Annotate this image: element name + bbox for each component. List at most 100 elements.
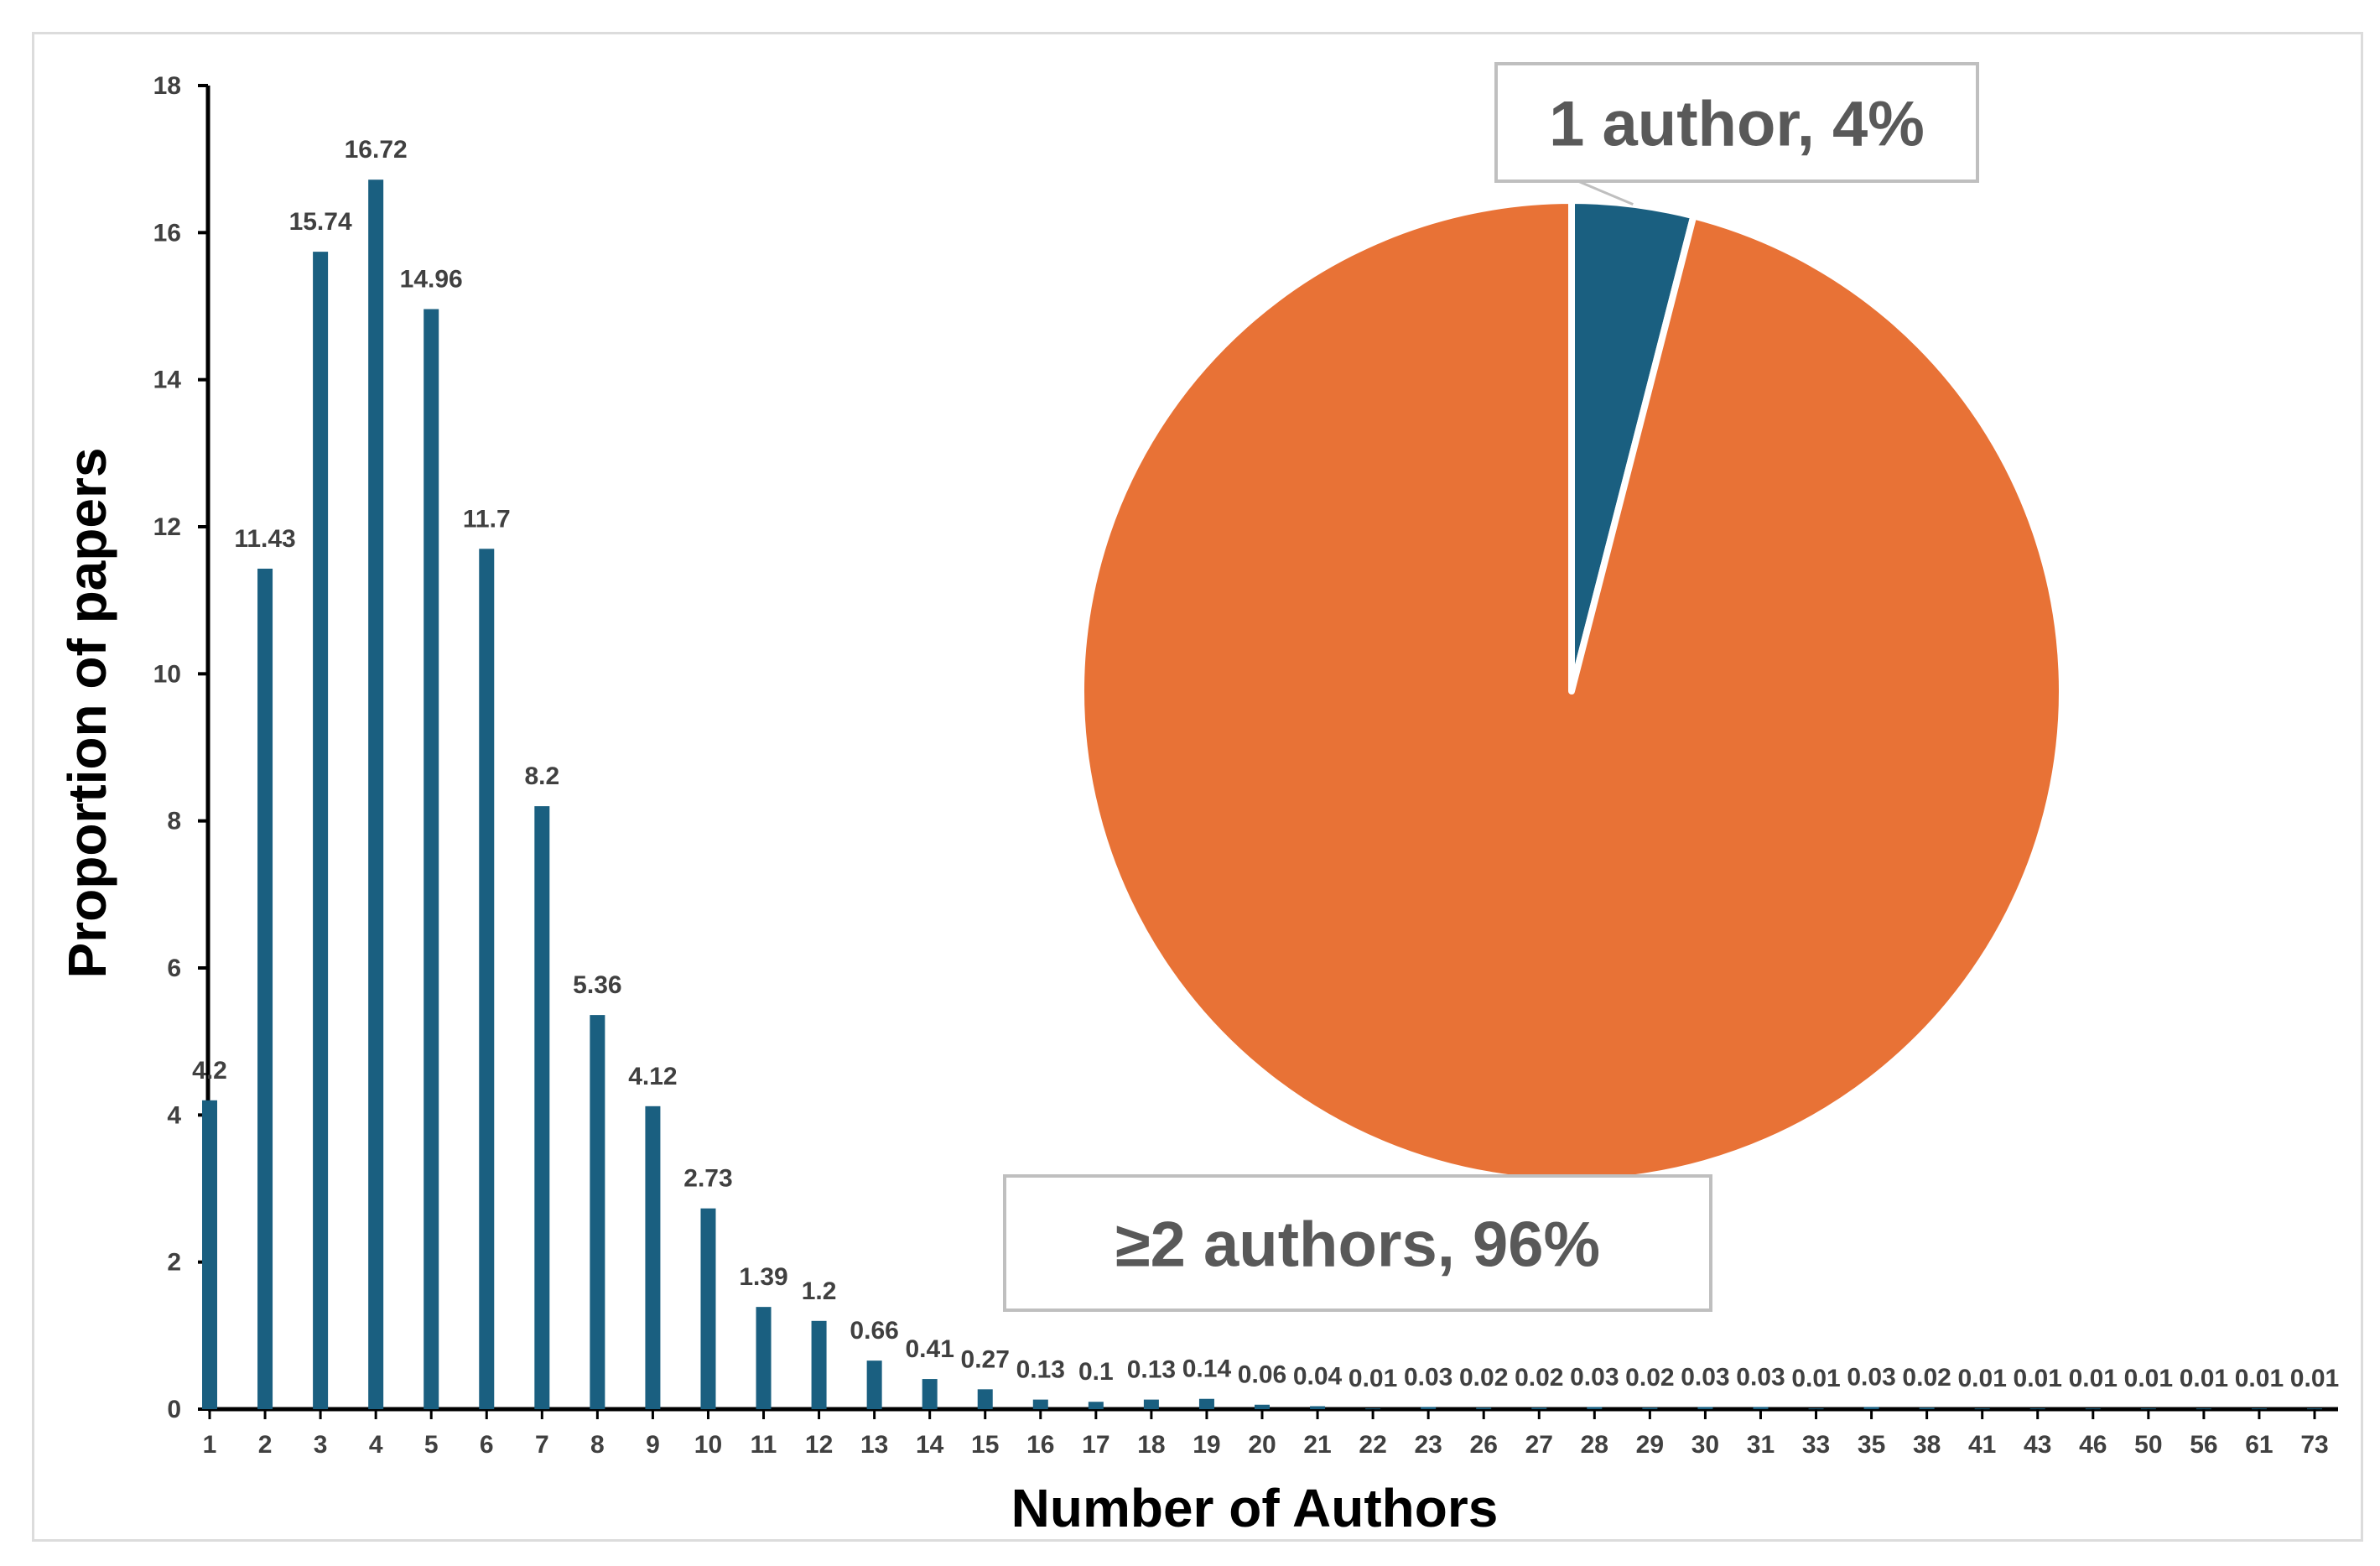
callout-box xyxy=(1494,62,1979,183)
x-tick-label: 30 xyxy=(1691,1431,1719,1459)
x-tick-label: 14 xyxy=(916,1431,944,1459)
data-label: 0.13 xyxy=(1016,1356,1065,1384)
figure-frame xyxy=(32,32,2363,1542)
bar xyxy=(645,1106,661,1409)
data-label: 1.39 xyxy=(739,1263,787,1291)
bar xyxy=(534,806,550,1409)
bar xyxy=(368,179,384,1409)
data-label: 4.12 xyxy=(628,1063,677,1090)
bar xyxy=(1143,1399,1159,1409)
bar xyxy=(2029,1408,2045,1410)
callout-leader xyxy=(1577,179,1634,206)
bar xyxy=(1642,1407,1658,1409)
x-tick-label: 17 xyxy=(1082,1431,1109,1459)
data-label: 0.01 xyxy=(2124,1365,2173,1392)
x-tick-label: 28 xyxy=(1581,1431,1608,1459)
bar xyxy=(1808,1408,1824,1410)
y-axis-title: Proportion of papers xyxy=(57,448,117,979)
data-label: 0.01 xyxy=(2069,1365,2118,1392)
x-tick-label: 38 xyxy=(1913,1431,1941,1459)
bar xyxy=(202,1100,217,1409)
data-label: 0.02 xyxy=(1902,1364,1951,1392)
bar xyxy=(1863,1407,1879,1409)
bar xyxy=(1421,1407,1437,1409)
data-label: 0.03 xyxy=(1736,1363,1785,1391)
x-tick-label: 22 xyxy=(1359,1431,1386,1459)
data-label: 16.72 xyxy=(345,136,408,164)
data-label: 8.2 xyxy=(524,762,559,790)
data-label: 0.01 xyxy=(1957,1365,2006,1392)
bar xyxy=(2196,1408,2211,1410)
x-tick-label: 8 xyxy=(590,1431,605,1459)
bar xyxy=(922,1379,938,1409)
data-label: 0.02 xyxy=(1459,1364,1508,1392)
data-label: 11.43 xyxy=(234,525,295,553)
data-label: 0.27 xyxy=(961,1345,1010,1373)
x-tick-label: 20 xyxy=(1248,1431,1276,1459)
data-label: 0.01 xyxy=(2180,1365,2228,1392)
x-tick-label: 5 xyxy=(424,1431,439,1459)
data-label: 0.02 xyxy=(1515,1364,1563,1392)
bar xyxy=(756,1307,772,1409)
x-tick-label: 27 xyxy=(1525,1431,1553,1459)
pie-slice-label: 1 author, 4% xyxy=(1549,88,1925,159)
x-tick-label: 35 xyxy=(1858,1431,1885,1459)
y-tick-label: 6 xyxy=(167,955,181,982)
data-label: 0.03 xyxy=(1847,1363,1895,1391)
x-tick-label: 26 xyxy=(1470,1431,1498,1459)
data-label: 14.96 xyxy=(400,266,463,294)
bar xyxy=(1255,1404,1270,1409)
data-label: 0.03 xyxy=(1681,1363,1729,1391)
data-label: 5.36 xyxy=(573,971,621,999)
x-axis-title: Number of Authors xyxy=(1011,1478,1499,1538)
data-label: 0.13 xyxy=(1127,1356,1176,1384)
x-tick-label: 1 xyxy=(203,1431,217,1459)
bar xyxy=(700,1208,716,1409)
bar xyxy=(257,568,273,1409)
bar xyxy=(424,309,439,1410)
y-tick-label: 10 xyxy=(153,660,181,688)
bar xyxy=(1310,1406,1326,1409)
bar xyxy=(2140,1408,2156,1410)
pie-chart: 1 author, 4% ≥2 authors, 96% xyxy=(1003,62,2066,1312)
bar xyxy=(1365,1408,1381,1410)
data-label: 4.2 xyxy=(192,1057,227,1085)
x-tick-label: 4 xyxy=(369,1431,383,1459)
x-tick-label: 13 xyxy=(860,1431,888,1459)
data-label: 0.02 xyxy=(1625,1364,1674,1392)
data-label: 0.41 xyxy=(905,1335,954,1363)
bar xyxy=(479,549,495,1409)
x-tick-label: 73 xyxy=(2300,1431,2328,1459)
data-label: 0.06 xyxy=(1238,1361,1286,1389)
x-tick-label: 16 xyxy=(1026,1431,1054,1459)
bar xyxy=(1753,1407,1769,1409)
x-tick-label: 41 xyxy=(1968,1431,1996,1459)
data-label: 0.01 xyxy=(1791,1365,1840,1392)
x-tick-label: 19 xyxy=(1193,1431,1220,1459)
bar xyxy=(2307,1408,2322,1410)
y-tick-label: 0 xyxy=(167,1396,181,1423)
bar xyxy=(1919,1407,1935,1409)
bar xyxy=(1587,1407,1603,1409)
data-label: 2.73 xyxy=(683,1165,732,1193)
x-tick-label: 9 xyxy=(646,1431,660,1459)
y-tick-label: 8 xyxy=(167,808,181,835)
bar xyxy=(1531,1407,1547,1409)
x-tick-label: 46 xyxy=(2079,1431,2107,1459)
data-label: 0.01 xyxy=(1348,1365,1397,1392)
bar xyxy=(977,1389,993,1409)
bar xyxy=(1974,1408,1990,1410)
x-tick-label: 21 xyxy=(1303,1431,1331,1459)
x-tick-label: 12 xyxy=(805,1431,833,1459)
y-tick-label: 16 xyxy=(153,219,181,247)
x-tick-label: 61 xyxy=(2245,1431,2273,1459)
x-tick-label: 56 xyxy=(2190,1431,2217,1459)
callout-box xyxy=(1003,1174,1712,1312)
bar xyxy=(1088,1402,1104,1409)
data-label: 0.14 xyxy=(1182,1355,1232,1383)
y-tick-label: 4 xyxy=(167,1101,181,1129)
bar-chart: 02468101214161814.2211.43315.74416.72514… xyxy=(153,72,2340,1459)
data-label: 0.03 xyxy=(1404,1363,1452,1391)
bar xyxy=(1697,1407,1713,1409)
x-tick-label: 6 xyxy=(480,1431,494,1459)
